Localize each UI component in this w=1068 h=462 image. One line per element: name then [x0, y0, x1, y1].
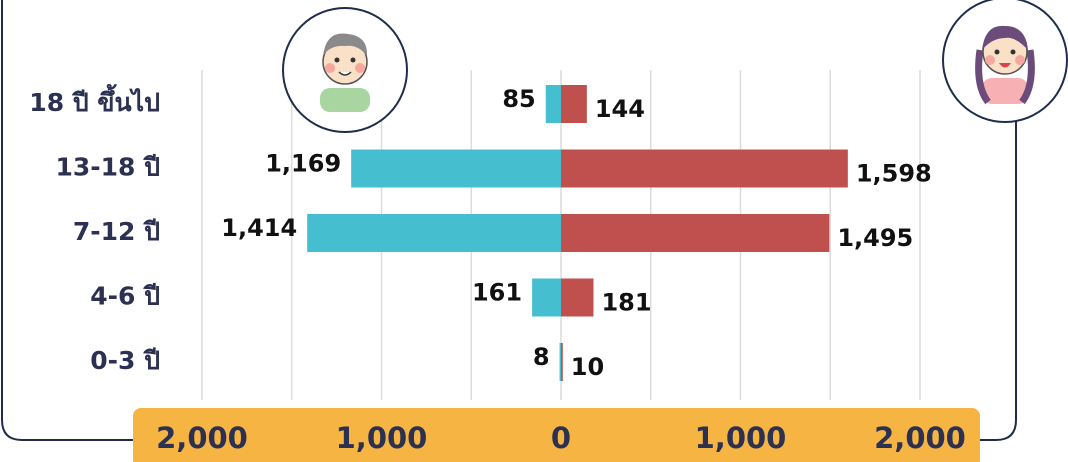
value-label: 8: [533, 343, 550, 371]
bar: [559, 343, 561, 381]
x-tick-label: 1,000: [336, 421, 428, 455]
category-label: 4-6 ปี: [90, 282, 160, 311]
bar: [351, 149, 561, 188]
category-label: 13-18 ปี: [55, 153, 160, 182]
bar: [561, 149, 848, 188]
value-label: 181: [601, 289, 651, 317]
bar: [561, 85, 587, 123]
x-ticks: 2,000 1,000 0 1,000 2,000: [156, 421, 966, 455]
value-label: 1,169: [265, 150, 341, 178]
category-label: 18 ปี ขึ้นไป: [29, 83, 160, 117]
bar: [307, 214, 561, 252]
boy-icon: [282, 7, 408, 133]
value-label: 85: [502, 85, 535, 113]
frame-left: [1, 0, 135, 441]
category-label: 0-3 ปี: [90, 346, 160, 375]
x-tick-label: 2,000: [156, 421, 248, 455]
frame: [1, 0, 1017, 441]
x-tick-label: 0: [551, 421, 571, 455]
bar: [545, 85, 561, 123]
x-tick-label: 1,000: [695, 421, 787, 455]
axis-band: [133, 408, 980, 462]
value-label: 144: [595, 95, 645, 123]
value-label: 161: [472, 279, 522, 307]
girl-icon: [942, 0, 1068, 123]
bar: [561, 278, 594, 317]
value-label: 1,414: [221, 214, 297, 242]
value-label: 1,495: [837, 224, 913, 252]
bar: [532, 278, 561, 317]
bar: [561, 214, 830, 252]
category-label: 7-12 ปี: [73, 217, 160, 246]
x-tick-label: 2,000: [874, 421, 966, 455]
bars: 18 ปี ขึ้นไป 85 144 13-18 ปี 1,169 1,598 7-12 …: [29, 83, 932, 381]
frame-right: [980, 0, 1017, 441]
value-label: 1,598: [856, 160, 932, 188]
bar: [561, 343, 563, 381]
value-label: 10: [571, 353, 604, 381]
